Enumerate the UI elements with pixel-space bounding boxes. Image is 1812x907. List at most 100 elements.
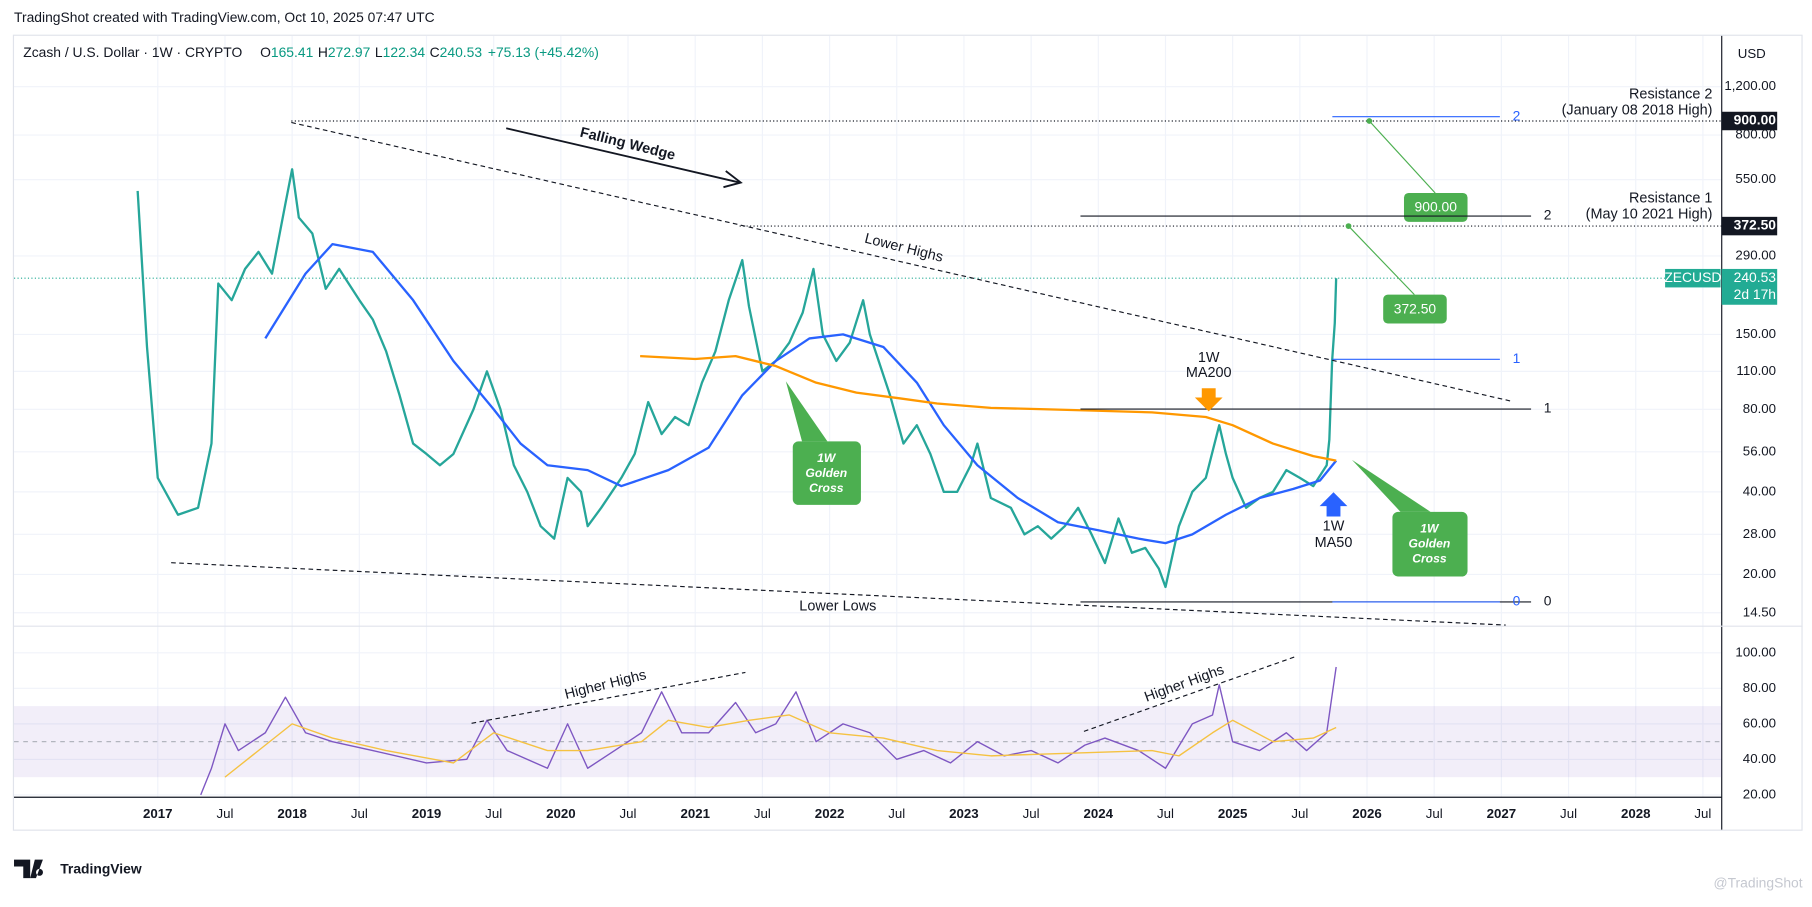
currency: USD xyxy=(1738,46,1766,61)
last-price-box xyxy=(1721,268,1778,305)
annotation: 1W xyxy=(1323,519,1345,535)
ohlc: O165.41 H272.97 L122.34 C240.53 +75.13 (+45.… xyxy=(260,44,599,60)
annotation: MA200 xyxy=(1186,365,1232,381)
y-tick-label: 14.50 xyxy=(1743,604,1776,619)
ohlc-key: C xyxy=(430,44,440,60)
y-tick-label: 20.00 xyxy=(1743,566,1776,581)
y-tick-label: 550.00 xyxy=(1735,171,1776,186)
ohlc-key: H xyxy=(318,44,328,60)
x-tick-label: 2027 xyxy=(1487,806,1517,821)
target-box xyxy=(1403,192,1468,222)
callout-text: 1W xyxy=(1420,521,1440,535)
rsi-pane xyxy=(14,666,1722,796)
trendline xyxy=(291,121,1511,402)
x-tick-label: 2021 xyxy=(680,806,710,821)
x-tick-label: 2025 xyxy=(1218,806,1248,821)
level-label: 0 xyxy=(1513,593,1521,609)
x-tick-label: 2026 xyxy=(1352,806,1382,821)
level-label: 0 xyxy=(1544,593,1552,609)
target-dot xyxy=(1345,223,1352,229)
brand-logo xyxy=(14,859,43,879)
target-label: 900.00 xyxy=(1415,199,1458,215)
ma200-arrow xyxy=(1194,388,1223,412)
callout-text: Golden xyxy=(1409,536,1451,550)
x-tick-label: Jul xyxy=(754,806,771,821)
x-tick-label: 2022 xyxy=(815,806,845,821)
ma50-arrow xyxy=(1319,492,1348,517)
x-tick-label: 2028 xyxy=(1621,806,1651,821)
ohlc-key: L xyxy=(375,44,383,60)
callout xyxy=(1392,511,1468,577)
y-tick-label: 56.00 xyxy=(1743,443,1776,458)
series-line xyxy=(200,666,1337,796)
series-line xyxy=(136,168,1338,589)
y-tick-label: 80.00 xyxy=(1743,680,1776,695)
credit: TradingShot created with TradingView.com… xyxy=(14,9,435,25)
symbol-title: Zcash / U.S. Dollar · 1W · CRYPTO xyxy=(23,44,242,60)
ohlc-value: 165.41 xyxy=(271,44,314,60)
y-tick-label: 80.00 xyxy=(1743,401,1776,416)
annotation: Resistance 2 xyxy=(1629,87,1712,103)
trendline xyxy=(471,671,746,724)
y-tick-label: 800.00 xyxy=(1735,127,1776,142)
level-label: 1 xyxy=(1544,400,1552,416)
x-tick-label: Jul xyxy=(216,806,233,821)
x-tick-label: Jul xyxy=(1426,806,1443,821)
x-tick-label: Jul xyxy=(1157,806,1174,821)
trendline xyxy=(1083,655,1297,732)
x-tick-label: Jul xyxy=(620,806,637,821)
annotation: Resistance 1 xyxy=(1629,191,1712,207)
annotation: (January 08 2018 High) xyxy=(1562,103,1713,119)
legend: Zcash / U.S. Dollar · 1W · CRYPTO O165.4… xyxy=(23,44,599,60)
y-tick-label: 100.00 xyxy=(1735,644,1776,659)
countdown: 2d 17h xyxy=(1734,286,1776,302)
annotation: Lower Lows xyxy=(799,598,876,614)
callout-text: Golden xyxy=(805,466,847,480)
price-label-box xyxy=(1721,216,1778,236)
level-label: 1 xyxy=(1513,350,1521,366)
target-dot xyxy=(1366,118,1373,124)
target-box xyxy=(1383,294,1447,324)
x-tick-label: 2020 xyxy=(546,806,576,821)
callout-text: Cross xyxy=(1412,551,1447,565)
footer: TradingView @TradingShot xyxy=(14,859,1803,891)
trendline xyxy=(171,562,1506,626)
y-tick-label: 290.00 xyxy=(1735,247,1776,262)
ohlc-key: O xyxy=(260,44,271,60)
annotation: 1W xyxy=(1198,350,1220,366)
price-label: 900.00 xyxy=(1734,112,1777,128)
target-connector xyxy=(1368,120,1436,194)
x-tick-label: 2018 xyxy=(277,806,307,821)
x-tick-label: Jul xyxy=(351,806,368,821)
frame xyxy=(12,34,1803,831)
arrow-head xyxy=(723,170,743,189)
drawings xyxy=(171,116,1532,732)
price-label-box xyxy=(1721,111,1778,131)
series-line xyxy=(264,242,1338,545)
x-tick-label: 2024 xyxy=(1084,806,1114,821)
ohlc-value: 122.34 xyxy=(383,44,426,60)
y-tick-label: 1,200.00 xyxy=(1724,78,1776,93)
symbol-box xyxy=(1665,268,1721,288)
x-tick-label: 2023 xyxy=(949,806,979,821)
callout-text: 1W xyxy=(817,451,837,465)
series-line xyxy=(224,714,1337,778)
x-tick-label: Jul xyxy=(1291,806,1308,821)
x-tick-label: Jul xyxy=(1023,806,1040,821)
y-tick-label: 110.00 xyxy=(1736,363,1776,378)
y-tick-label: 40.00 xyxy=(1743,483,1776,498)
y-tick-label: 150.00 xyxy=(1735,326,1776,341)
level-label: 2 xyxy=(1513,107,1521,123)
annotation: MA50 xyxy=(1315,535,1353,551)
ohlc-value: 240.53 xyxy=(440,44,483,60)
callout-pointer xyxy=(785,381,828,442)
x-tick-label: Jul xyxy=(485,806,502,821)
x-tick-label: Jul xyxy=(1694,806,1711,821)
callout-text: Cross xyxy=(809,481,844,495)
ohlc-value: 272.97 xyxy=(328,44,371,60)
callout xyxy=(792,441,861,505)
y-tick-label: 28.00 xyxy=(1743,526,1776,541)
